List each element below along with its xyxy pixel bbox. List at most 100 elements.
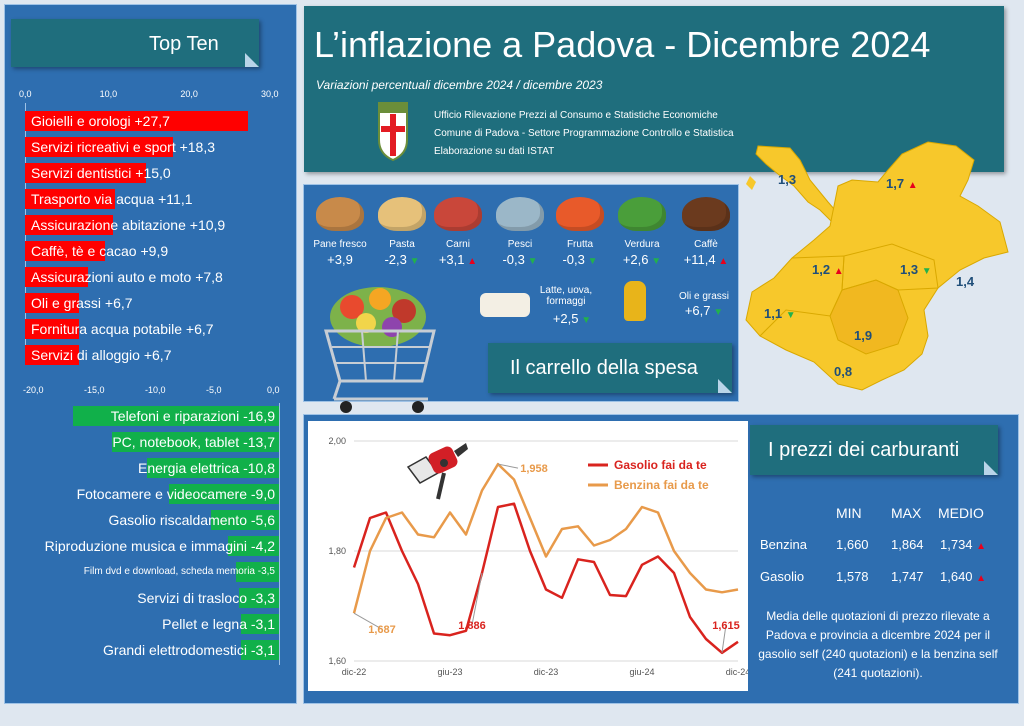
bar-category: Servizi di alloggio [31,347,140,363]
food-value-wrap: -0,3 ▼ [490,252,550,267]
up-triangle-icon: ▲ [833,266,844,277]
office-line-2: Comune di Padova - Settore Programmazion… [434,128,734,139]
food-value-wrap: -0,3 ▼ [550,252,610,267]
food-value: +6,7 [684,303,711,318]
down-triangle-icon: ▼ [406,256,420,267]
bar-category: Film dvd e download, scheda memoria [83,566,255,577]
bar-value: -13,7 [239,434,275,450]
bar-category: Gioielli e orologi [31,113,131,129]
bar-value: -3,5 [254,566,275,577]
office-line-1: Ufficio Rilevazione Prezzi al Consumo e … [434,110,718,121]
bar-category: Riproduzione musica e immagini [44,538,247,554]
food-name: Frutta [566,239,594,250]
row-gasolio-min: 1,578 [836,569,869,584]
bar-label: Gioielli e orologi +27,7 [31,111,170,131]
axis-tick-label: 20,0 [180,89,198,99]
bar-label: Energia elettrica -10,8 [138,458,275,478]
map-value-verona: 1,1 ▼ [764,306,796,321]
food-item: Pasta -2,3 ▼ [372,191,432,271]
bar-value: -3,1 [246,616,275,632]
food-name-line: formaggi [546,296,586,307]
row-gasolio-max: 1,747 [891,569,924,584]
bar-category: Pellet e legna [162,616,247,632]
food-name: Pane fresco [313,239,367,250]
food-value-wrap: +2,5 ▼ [532,311,612,326]
map-value-treviso: 1,3 ▼ [900,262,932,277]
bar-category: Caffè, tè e cacao [31,243,137,259]
food-photo-icon [618,197,666,231]
up-triangle-icon: ▲ [464,256,478,267]
bar-category: Energia elettrica [138,460,240,476]
x-tick-label: dic-23 [534,667,559,677]
bar-increase [25,111,249,131]
fuel-note: Media delle quotazioni di prezzo rilevat… [758,609,998,680]
food-name-line: Oli e grassi [678,291,729,302]
bar-decrease [147,458,279,478]
bar-label: Assicurazione abitazione +10,9 [31,215,225,235]
up-triangle-icon: ▲ [976,541,987,552]
bar-category: Trasporto via acqua [31,191,155,207]
bar-decrease [241,640,279,660]
axis-tick-label: 10,0 [99,89,118,99]
bar-value: +15,0 [131,165,171,181]
bar-label: Trasporto via acqua +11,1 [31,189,193,209]
fuel-line-chart: 1,60 1,80 2,00 dic-22 giu-23 dic-23 giu-24 dic-… [328,436,750,677]
bar-value: -16,9 [239,408,275,424]
series-line-benzina [352,462,739,614]
bar-label: Servizi di trasloco -3,3 [137,588,275,608]
page-curl [718,379,732,393]
bar-value: +6,7 [182,321,214,337]
bar-decrease [241,614,279,634]
veneto-map: 1,3 1,7 ▲ 1,2 ▲ 1,3 ▼ 1,4 1,1 ▼ 1,9 0,8 [738,140,1024,410]
legend-label: Benzina fai da te [614,478,709,492]
bar-value: +6,7 [101,295,133,311]
food-value-wrap: +2,6 ▼ [612,252,672,267]
bar-decrease [111,432,279,452]
page-title: L’inflazione a Padova - Dicembre 2024 [314,24,931,65]
padova-coat-of-arms [376,102,410,162]
bar-category: Assicurazione abitazione [31,217,186,233]
down-triangle-icon: ▼ [648,256,662,267]
series-line-gasolio [352,502,739,655]
bar-category: Servizi di trasloco [137,590,247,606]
y-tick-label: 1,80 [328,546,346,556]
map-value-italy: 1,3 [778,172,797,187]
bar-category: PC, notebook, tablet [112,434,240,450]
bar-value: +11,1 [154,191,193,207]
bar-category: Assicurazioni auto e moto [31,269,192,285]
row-benzina-name: Benzina [760,537,807,552]
bar-label: Servizi ricreativi e sport +18,3 [31,137,215,157]
row-benzina-max: 1,864 [891,537,924,552]
bar-category: Oli e grassi [31,295,102,311]
food-value-wrap: +3,1 ▲ [428,252,488,267]
food-photo-icon [624,281,646,321]
bar-increase [25,137,173,157]
food-item: Pesci -0,3 ▼ [490,191,550,271]
bar-label: Servizi dentistici +15,0 [31,163,171,183]
axis-tick-label: 0,0 [19,89,32,99]
map-value-belluno: 1,7 ▲ [886,176,918,191]
x-tick-label: dic-22 [342,667,367,677]
down-triangle-icon: ▼ [710,307,724,318]
annotation-leader [471,572,483,626]
legend-label: Gasolio fai da te [614,458,707,472]
bar-value: -9,0 [246,486,275,502]
food-value-wrap: +3,9 [310,252,370,267]
bar-label: Caffè, tè e cacao +9,9 [31,241,168,261]
bar-increase [25,189,115,209]
page-subtitle: Variazioni percentuali dicembre 2024 / d… [316,78,603,92]
axis-tick-label: 0,0 [267,385,280,395]
bar-label: Oli e grassi +6,7 [31,293,133,313]
down-triangle-icon: ▼ [584,256,598,267]
food-name: Pesci [507,239,533,250]
cart-title: Il carrello della spesa [510,357,698,379]
bar-increase [25,293,80,313]
food-value: +2,5 [552,311,579,326]
row-benzina-medio: 1,734 ▲ [940,537,987,552]
food-value: -2,3 [384,252,407,267]
food-value: -0,3 [502,252,525,267]
bar-label: Film dvd e download, scheda memoria -3,5 [84,562,275,582]
bar-increase [25,241,105,261]
bar-increase [25,267,88,287]
bar-increase [25,163,146,183]
